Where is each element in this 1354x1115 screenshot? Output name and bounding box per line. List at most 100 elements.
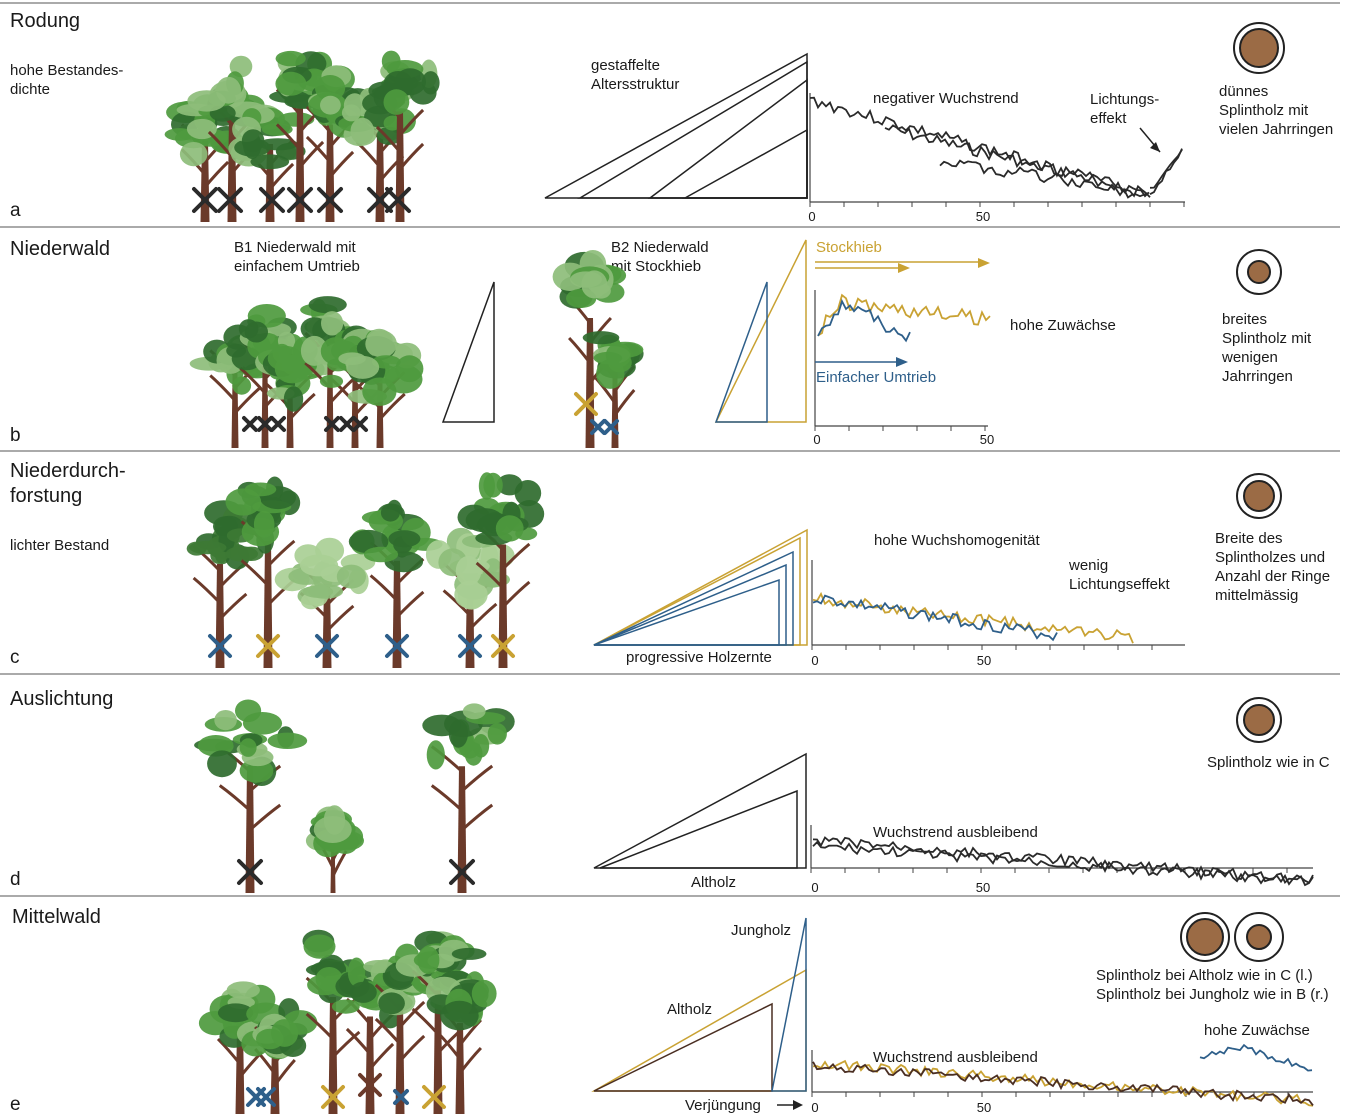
tree-branch — [398, 108, 425, 136]
tree-leaf-cluster — [380, 503, 400, 522]
tree — [305, 805, 364, 893]
harvest-triangle — [593, 536, 801, 646]
tree-leaf-cluster — [321, 311, 344, 336]
tree-leaf-cluster — [226, 343, 247, 358]
tree — [425, 970, 497, 1114]
tree-leaf-cluster — [214, 710, 237, 731]
tree-branch — [398, 1000, 426, 1028]
cut-mark-icon — [315, 634, 339, 658]
growth-chart: 0 50 Stockhieb Einfacher Umtrieb hohe Zuwäch… — [813, 239, 1116, 447]
tree-leaf-cluster — [256, 1028, 284, 1050]
tree-branch — [328, 150, 355, 178]
arrow-head-icon — [898, 263, 910, 273]
harvest-diagram — [593, 528, 808, 646]
tree — [552, 250, 627, 448]
axis-tick-label: 50 — [976, 209, 990, 224]
chart-annotation: wenig — [1068, 557, 1108, 574]
tree-leaf-cluster — [207, 750, 237, 778]
cut-mark-icon — [217, 187, 243, 213]
chart-annotation: hohe Zuwächse — [1204, 1022, 1310, 1039]
diagram-label: Verjüngung — [685, 1097, 761, 1114]
tree-ring-icon — [1233, 22, 1285, 74]
sapwood-description: wenigen — [1221, 349, 1278, 366]
tree-branch — [192, 576, 222, 605]
diagram-label: Altholz — [691, 874, 736, 891]
tree-leaf-cluster — [238, 319, 259, 339]
section-letter: a — [10, 200, 21, 221]
sapwood-description: Splintholz wie in C — [1207, 754, 1330, 771]
growth-series-line — [812, 594, 1058, 642]
diagram-label: Jungholz — [731, 922, 791, 939]
diagram-label: Altholz — [667, 1001, 712, 1018]
tree-leaf-cluster — [319, 374, 344, 388]
tree — [255, 343, 340, 448]
sapwood-description: Breite des — [1215, 530, 1283, 547]
cut-mark-icon — [287, 187, 313, 213]
tree-leaf-cluster — [267, 732, 308, 749]
cut-mark-icon — [458, 634, 482, 658]
tree-branch — [203, 160, 230, 188]
sapwood-description: mittelmässig — [1215, 587, 1298, 604]
section-letter: d — [10, 869, 21, 890]
tree-branch — [398, 1034, 426, 1062]
tree-branch — [266, 539, 296, 568]
tree-branch — [458, 1046, 482, 1074]
tree — [348, 499, 443, 668]
tree-branch — [209, 374, 237, 402]
growth-series-line — [817, 298, 911, 343]
tree-branch — [568, 336, 592, 364]
section-letter: e — [10, 1094, 21, 1115]
tree-branch — [411, 1007, 440, 1036]
chart-annotation: effekt — [1090, 110, 1127, 127]
cut-mark-icon — [603, 419, 619, 435]
tree-leaf-cluster — [451, 947, 487, 960]
growth-series-line — [884, 124, 1150, 198]
growth-series-line — [812, 836, 1314, 885]
tree-leaf-cluster — [300, 335, 328, 366]
tree-leaf-cluster — [303, 934, 336, 959]
section-subtitle: dichte — [10, 81, 50, 98]
tree-leaf-cluster — [308, 296, 347, 314]
growth-series-line — [812, 840, 1314, 887]
tree-branch — [345, 1027, 372, 1055]
cut-mark-icon — [324, 416, 340, 432]
tree-leaf-cluster — [363, 546, 399, 563]
chart-axis — [809, 201, 1185, 207]
cut-mark-icon — [352, 416, 368, 432]
sapwood-description: Anzahl der Ringe — [1215, 568, 1330, 585]
tree-branch — [298, 140, 325, 168]
tree-branch — [268, 162, 295, 190]
growth-series-line — [939, 159, 1149, 199]
section-c: Niederdurch-forstung lichter Bestand c prog… — [10, 460, 1330, 668]
tree-branch — [501, 580, 531, 609]
growth-series-line — [1149, 149, 1183, 189]
tree-branch — [288, 392, 316, 421]
tree-branch — [438, 1032, 462, 1060]
tree-leaf-cluster — [225, 488, 262, 516]
age-structure-diagram — [544, 52, 808, 199]
tree-leaf-cluster — [495, 515, 524, 542]
tree — [457, 472, 545, 668]
tree-leaf-cluster — [241, 129, 265, 153]
tree-leaf-cluster — [283, 386, 304, 412]
section-title: Niederwald — [10, 238, 110, 260]
axis-tick-label: 0 — [811, 653, 818, 668]
tree-leaf-cluster — [275, 50, 306, 67]
tree-branch — [395, 590, 425, 619]
arrow-head-icon — [793, 1100, 803, 1110]
chart-annotation: Stockhieb — [816, 239, 882, 256]
cut-mark-icon — [385, 187, 411, 213]
section-title: Rodung — [10, 10, 80, 32]
axis-tick-label: 50 — [980, 432, 994, 447]
tree — [422, 703, 515, 893]
tree-branch — [218, 592, 248, 621]
age-triangle — [593, 752, 807, 869]
section-letter: c — [10, 647, 20, 668]
cut-mark-icon — [358, 1073, 382, 1097]
age-triangle — [599, 789, 798, 869]
subsection-label: B1 Niederwald mit — [234, 239, 357, 256]
tree-leaf-cluster — [454, 580, 488, 609]
arrow-head-icon — [1150, 142, 1160, 152]
sapwood-description: Splintholz bei Altholz wie in C (l.) — [1096, 967, 1313, 984]
tree-leaf-cluster — [164, 128, 195, 141]
